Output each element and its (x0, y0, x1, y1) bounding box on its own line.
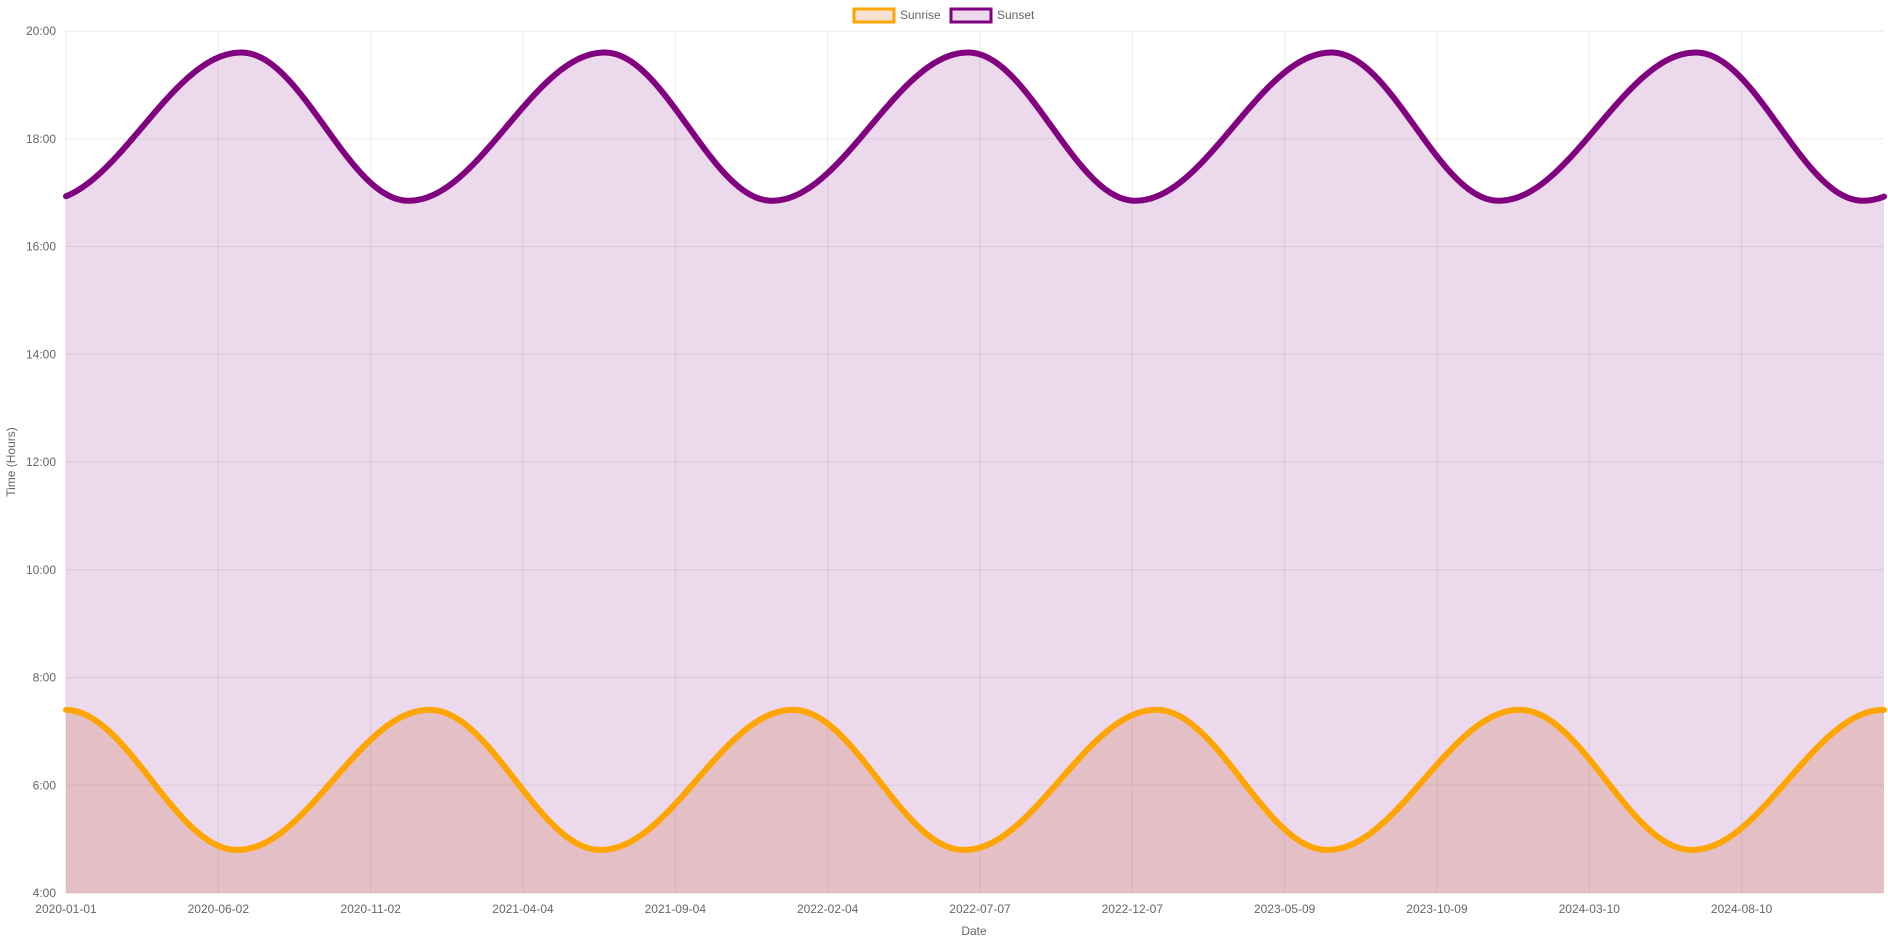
legend-label-sunrise: Sunrise (900, 8, 941, 22)
series-lines (63, 49, 1887, 853)
series-line-sunrise (63, 706, 1887, 853)
series-fill-sunrise (66, 709, 1884, 893)
legend-swatch-sunrise (852, 7, 896, 24)
y-tick-label: 16:00 (26, 240, 56, 254)
x-tick-label: 2020-11-02 (340, 902, 401, 916)
x-tick-label: 2022-12-07 (1102, 902, 1164, 916)
legend-label-sunset: Sunset (997, 8, 1035, 22)
x-axis-tick-labels: 2020-01-01 2020-06-02 2020-11-02 2021-04-04… (35, 902, 1772, 916)
x-tick-label: 2023-05-09 (1254, 902, 1316, 916)
x-tick-label: 2020-01-01 (35, 902, 97, 916)
x-tick-label: 2020-06-02 (188, 902, 250, 916)
y-tick-label: 12:00 (26, 455, 56, 469)
x-axis-title: Date (961, 924, 987, 938)
x-tick-label: 2021-09-04 (645, 902, 707, 916)
legend-swatch-sunset (949, 7, 993, 24)
series-fills (66, 52, 1884, 894)
x-tick-label: 2024-08-10 (1711, 902, 1773, 916)
legend: Sunrise Sunset (852, 7, 1035, 24)
y-axis-tick-labels: 4:00 6:00 8:00 10:00 12:00 14:00 16:00 18:00 20:… (26, 24, 56, 900)
x-tick-label: 2024-03-10 (1559, 902, 1621, 916)
x-tick-label: 2022-07-07 (949, 902, 1011, 916)
y-tick-label: 10:00 (26, 563, 56, 577)
y-tick-label: 14:00 (26, 347, 56, 361)
y-tick-label: 18:00 (26, 132, 56, 146)
y-tick-label: 6:00 (33, 778, 57, 792)
y-tick-label: 4:00 (33, 886, 57, 900)
legend-item-sunset[interactable]: Sunset (949, 7, 1035, 24)
x-tick-label: 2023-10-09 (1406, 902, 1468, 916)
series-fill-sunset (66, 52, 1884, 894)
y-tick-label: 20:00 (26, 24, 56, 38)
x-tick-label: 2021-04-04 (492, 902, 554, 916)
y-tick-label: 8:00 (33, 671, 57, 685)
legend-item-sunrise[interactable]: Sunrise (852, 7, 941, 24)
series-line-sunset (63, 49, 1887, 204)
grid-lines (65, 30, 1884, 894)
y-axis-title: Time (Hours) (4, 427, 18, 497)
x-tick-label: 2022-02-04 (797, 902, 859, 916)
